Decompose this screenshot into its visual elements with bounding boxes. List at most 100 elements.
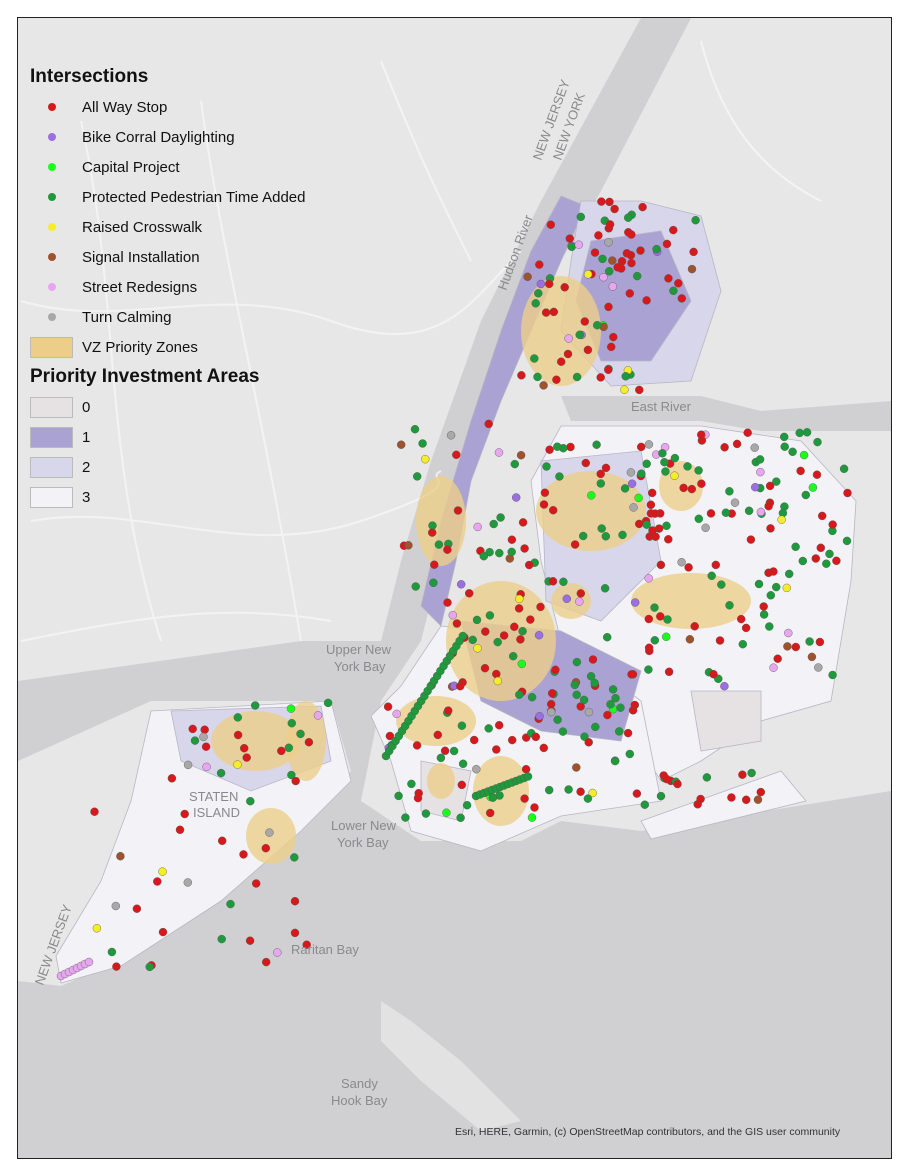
intersection-point[interactable] — [485, 548, 494, 557]
intersection-point[interactable] — [673, 779, 682, 789]
intersection-point[interactable] — [468, 635, 477, 645]
intersection-point[interactable] — [627, 479, 637, 488]
intersection-point[interactable] — [805, 637, 814, 646]
intersection-point[interactable] — [462, 801, 472, 810]
intersection-point[interactable] — [111, 901, 121, 911]
intersection-point[interactable] — [188, 724, 197, 734]
intersection-point[interactable] — [626, 468, 636, 477]
intersection-point[interactable] — [689, 247, 698, 257]
intersection-point[interactable] — [634, 493, 643, 503]
intersection-point[interactable] — [200, 725, 209, 734]
intersection-point[interactable] — [523, 272, 532, 281]
intersection-point[interactable] — [648, 488, 657, 498]
intersection-point[interactable] — [608, 685, 618, 694]
intersection-point[interactable] — [661, 467, 670, 476]
intersection-point[interactable] — [446, 431, 456, 440]
intersection-point[interactable] — [756, 507, 766, 517]
intersection-point[interactable] — [730, 498, 740, 507]
intersection-point[interactable] — [727, 793, 736, 802]
intersection-point[interactable] — [677, 558, 686, 567]
intersection-point[interactable] — [717, 580, 726, 589]
intersection-point[interactable] — [791, 642, 800, 652]
intersection-point[interactable] — [536, 279, 546, 289]
intersection-point[interactable] — [756, 467, 765, 477]
intersection-point[interactable] — [583, 270, 593, 279]
intersection-point[interactable] — [617, 257, 627, 266]
intersection-point[interactable] — [601, 463, 611, 473]
intersection-point[interactable] — [691, 215, 700, 225]
intersection-point[interactable] — [669, 225, 678, 235]
intersection-point[interactable] — [669, 286, 678, 295]
intersection-point[interactable] — [401, 813, 410, 822]
intersection-point[interactable] — [839, 464, 849, 473]
intersection-point[interactable] — [492, 745, 501, 754]
intersection-point[interactable] — [520, 794, 529, 803]
intersection-point[interactable] — [509, 652, 518, 661]
intersection-point[interactable] — [642, 296, 651, 305]
intersection-point[interactable] — [788, 447, 797, 456]
intersection-point[interactable] — [535, 260, 544, 269]
intersection-point[interactable] — [516, 635, 525, 644]
intersection-point[interactable] — [518, 518, 528, 527]
intersection-point[interactable] — [175, 825, 185, 834]
intersection-point[interactable] — [697, 479, 706, 488]
intersection-point[interactable] — [555, 472, 564, 481]
intersection-point[interactable] — [581, 458, 590, 468]
intersection-point[interactable] — [725, 601, 734, 610]
intersection-point[interactable] — [697, 430, 706, 439]
intersection-point[interactable] — [783, 642, 792, 651]
intersection-point[interactable] — [627, 258, 636, 268]
intersection-point[interactable] — [742, 795, 751, 804]
intersection-point[interactable] — [596, 479, 605, 488]
intersection-point[interactable] — [687, 264, 697, 274]
intersection-point[interactable] — [637, 469, 646, 478]
intersection-point[interactable] — [226, 899, 235, 909]
intersection-point[interactable] — [656, 560, 666, 570]
intersection-point[interactable] — [684, 563, 693, 572]
intersection-point[interactable] — [465, 589, 474, 598]
intersection-point[interactable] — [621, 372, 630, 381]
intersection-point[interactable] — [832, 556, 841, 565]
intersection-point[interactable] — [190, 736, 200, 745]
intersection-point[interactable] — [808, 483, 818, 492]
intersection-point[interactable] — [765, 481, 775, 491]
intersection-point[interactable] — [769, 663, 778, 672]
intersection-point[interactable] — [658, 449, 667, 458]
intersection-point[interactable] — [392, 709, 401, 719]
intersection-point[interactable] — [549, 506, 558, 515]
intersection-point[interactable] — [567, 242, 576, 252]
intersection-point[interactable] — [551, 665, 560, 674]
intersection-point[interactable] — [383, 702, 393, 711]
intersection-point[interactable] — [250, 701, 260, 710]
intersection-point[interactable] — [217, 934, 226, 944]
intersection-point[interactable] — [599, 273, 608, 282]
intersection-point[interactable] — [558, 727, 568, 736]
intersection-point[interactable] — [696, 794, 705, 804]
intersection-point[interactable] — [751, 483, 760, 492]
intersection-point[interactable] — [610, 756, 620, 766]
intersection-point[interactable] — [559, 577, 568, 586]
intersection-point[interactable] — [662, 239, 672, 249]
intersection-point[interactable] — [715, 636, 725, 645]
intersection-point[interactable] — [521, 765, 531, 774]
intersection-point[interactable] — [591, 722, 600, 732]
intersection-point[interactable] — [545, 279, 554, 289]
intersection-point[interactable] — [572, 657, 582, 667]
intersection-point[interactable] — [495, 548, 504, 558]
intersection-point[interactable] — [443, 598, 452, 607]
intersection-point[interactable] — [608, 282, 617, 291]
intersection-point[interactable] — [394, 791, 403, 801]
intersection-point[interactable] — [608, 256, 617, 265]
intersection-point[interactable] — [756, 787, 765, 797]
intersection-point[interactable] — [609, 332, 618, 342]
intersection-point[interactable] — [473, 522, 482, 532]
intersection-point[interactable] — [674, 279, 683, 288]
intersection-point[interactable] — [594, 231, 603, 240]
intersection-point[interactable] — [644, 665, 653, 674]
intersection-point[interactable] — [610, 204, 619, 214]
intersection-point[interactable] — [842, 536, 852, 546]
intersection-point[interactable] — [725, 487, 734, 496]
intersection-point[interactable] — [759, 602, 768, 611]
intersection-point[interactable] — [534, 631, 544, 640]
intersection-point[interactable] — [791, 542, 800, 551]
